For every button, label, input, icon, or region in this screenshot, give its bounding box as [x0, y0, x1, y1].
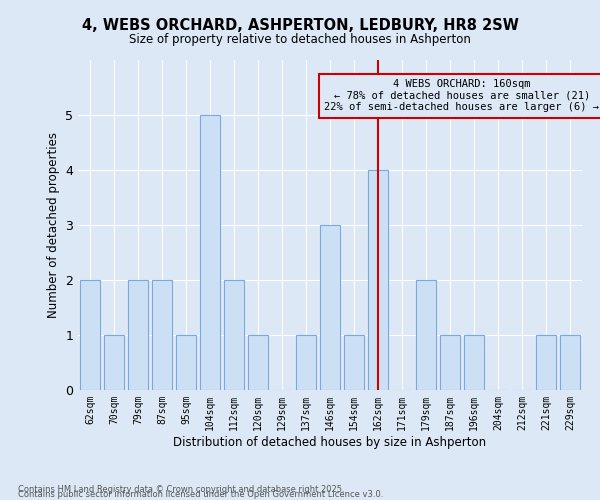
Bar	[536, 335, 556, 390]
Bar	[224, 280, 244, 390]
Bar	[104, 335, 124, 390]
Text: Contains HM Land Registry data © Crown copyright and database right 2025.: Contains HM Land Registry data © Crown c…	[18, 484, 344, 494]
Bar	[368, 170, 388, 390]
Bar	[248, 335, 268, 390]
Bar	[176, 335, 196, 390]
Bar	[200, 115, 220, 390]
Bar	[416, 280, 436, 390]
Bar	[296, 335, 316, 390]
Text: Size of property relative to detached houses in Ashperton: Size of property relative to detached ho…	[129, 32, 471, 46]
Bar	[440, 335, 460, 390]
Bar	[320, 225, 340, 390]
Bar	[464, 335, 484, 390]
Bar	[80, 280, 100, 390]
Text: 4, WEBS ORCHARD, ASHPERTON, LEDBURY, HR8 2SW: 4, WEBS ORCHARD, ASHPERTON, LEDBURY, HR8…	[82, 18, 518, 32]
Text: 4 WEBS ORCHARD: 160sqm
← 78% of detached houses are smaller (21)
22% of semi-det: 4 WEBS ORCHARD: 160sqm ← 78% of detached…	[325, 79, 599, 112]
Bar	[128, 280, 148, 390]
X-axis label: Distribution of detached houses by size in Ashperton: Distribution of detached houses by size …	[173, 436, 487, 448]
Bar	[560, 335, 580, 390]
Text: Contains public sector information licensed under the Open Government Licence v3: Contains public sector information licen…	[18, 490, 383, 499]
Bar	[152, 280, 172, 390]
Y-axis label: Number of detached properties: Number of detached properties	[47, 132, 59, 318]
Bar	[344, 335, 364, 390]
